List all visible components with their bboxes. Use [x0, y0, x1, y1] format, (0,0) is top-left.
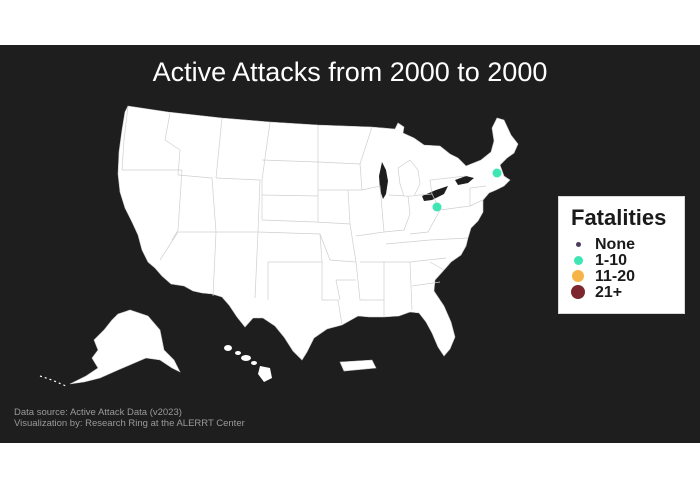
legend-item-none: None [571, 236, 681, 253]
legend-swatch-none [576, 242, 581, 247]
incident-marker-pennsylvania [432, 202, 442, 212]
caption-visualization-credit: Visualization by: Research Ring at the A… [14, 418, 245, 429]
hawaii [224, 345, 272, 382]
legend-item-21-plus: 21+ [571, 284, 681, 301]
legend-label-11-20: 11-20 [595, 268, 636, 285]
legend-swatch-21-plus [571, 285, 585, 299]
alaska [69, 309, 181, 385]
contiguous-us [117, 105, 519, 361]
legend-item-1-10: 1-10 [571, 252, 681, 269]
caption-data-source: Data source: Active Attack Data (v2023) [14, 407, 182, 418]
legend-title: Fatalities [571, 205, 667, 230]
incident-marker-massachusetts [492, 168, 502, 178]
legend-item-11-20: 11-20 [571, 268, 681, 285]
aleutian-islands [39, 375, 67, 387]
legend-swatch-1-10 [574, 256, 583, 265]
legend-label-21-plus: 21+ [595, 284, 623, 301]
puerto-rico [339, 359, 377, 372]
legend-label-1-10: 1-10 [595, 252, 628, 269]
map-title: Active Attacks from 2000 to 2000 [152, 57, 548, 87]
legend-label-none: None [595, 236, 635, 253]
caption: Data source: Active Attack Data (v2023) … [14, 407, 245, 429]
state-borders [121, 105, 487, 326]
legend: Fatalities None 1-10 11-20 21+ [558, 196, 685, 314]
michigan-peninsula [397, 159, 421, 197]
legend-swatch-11-20 [572, 270, 584, 282]
